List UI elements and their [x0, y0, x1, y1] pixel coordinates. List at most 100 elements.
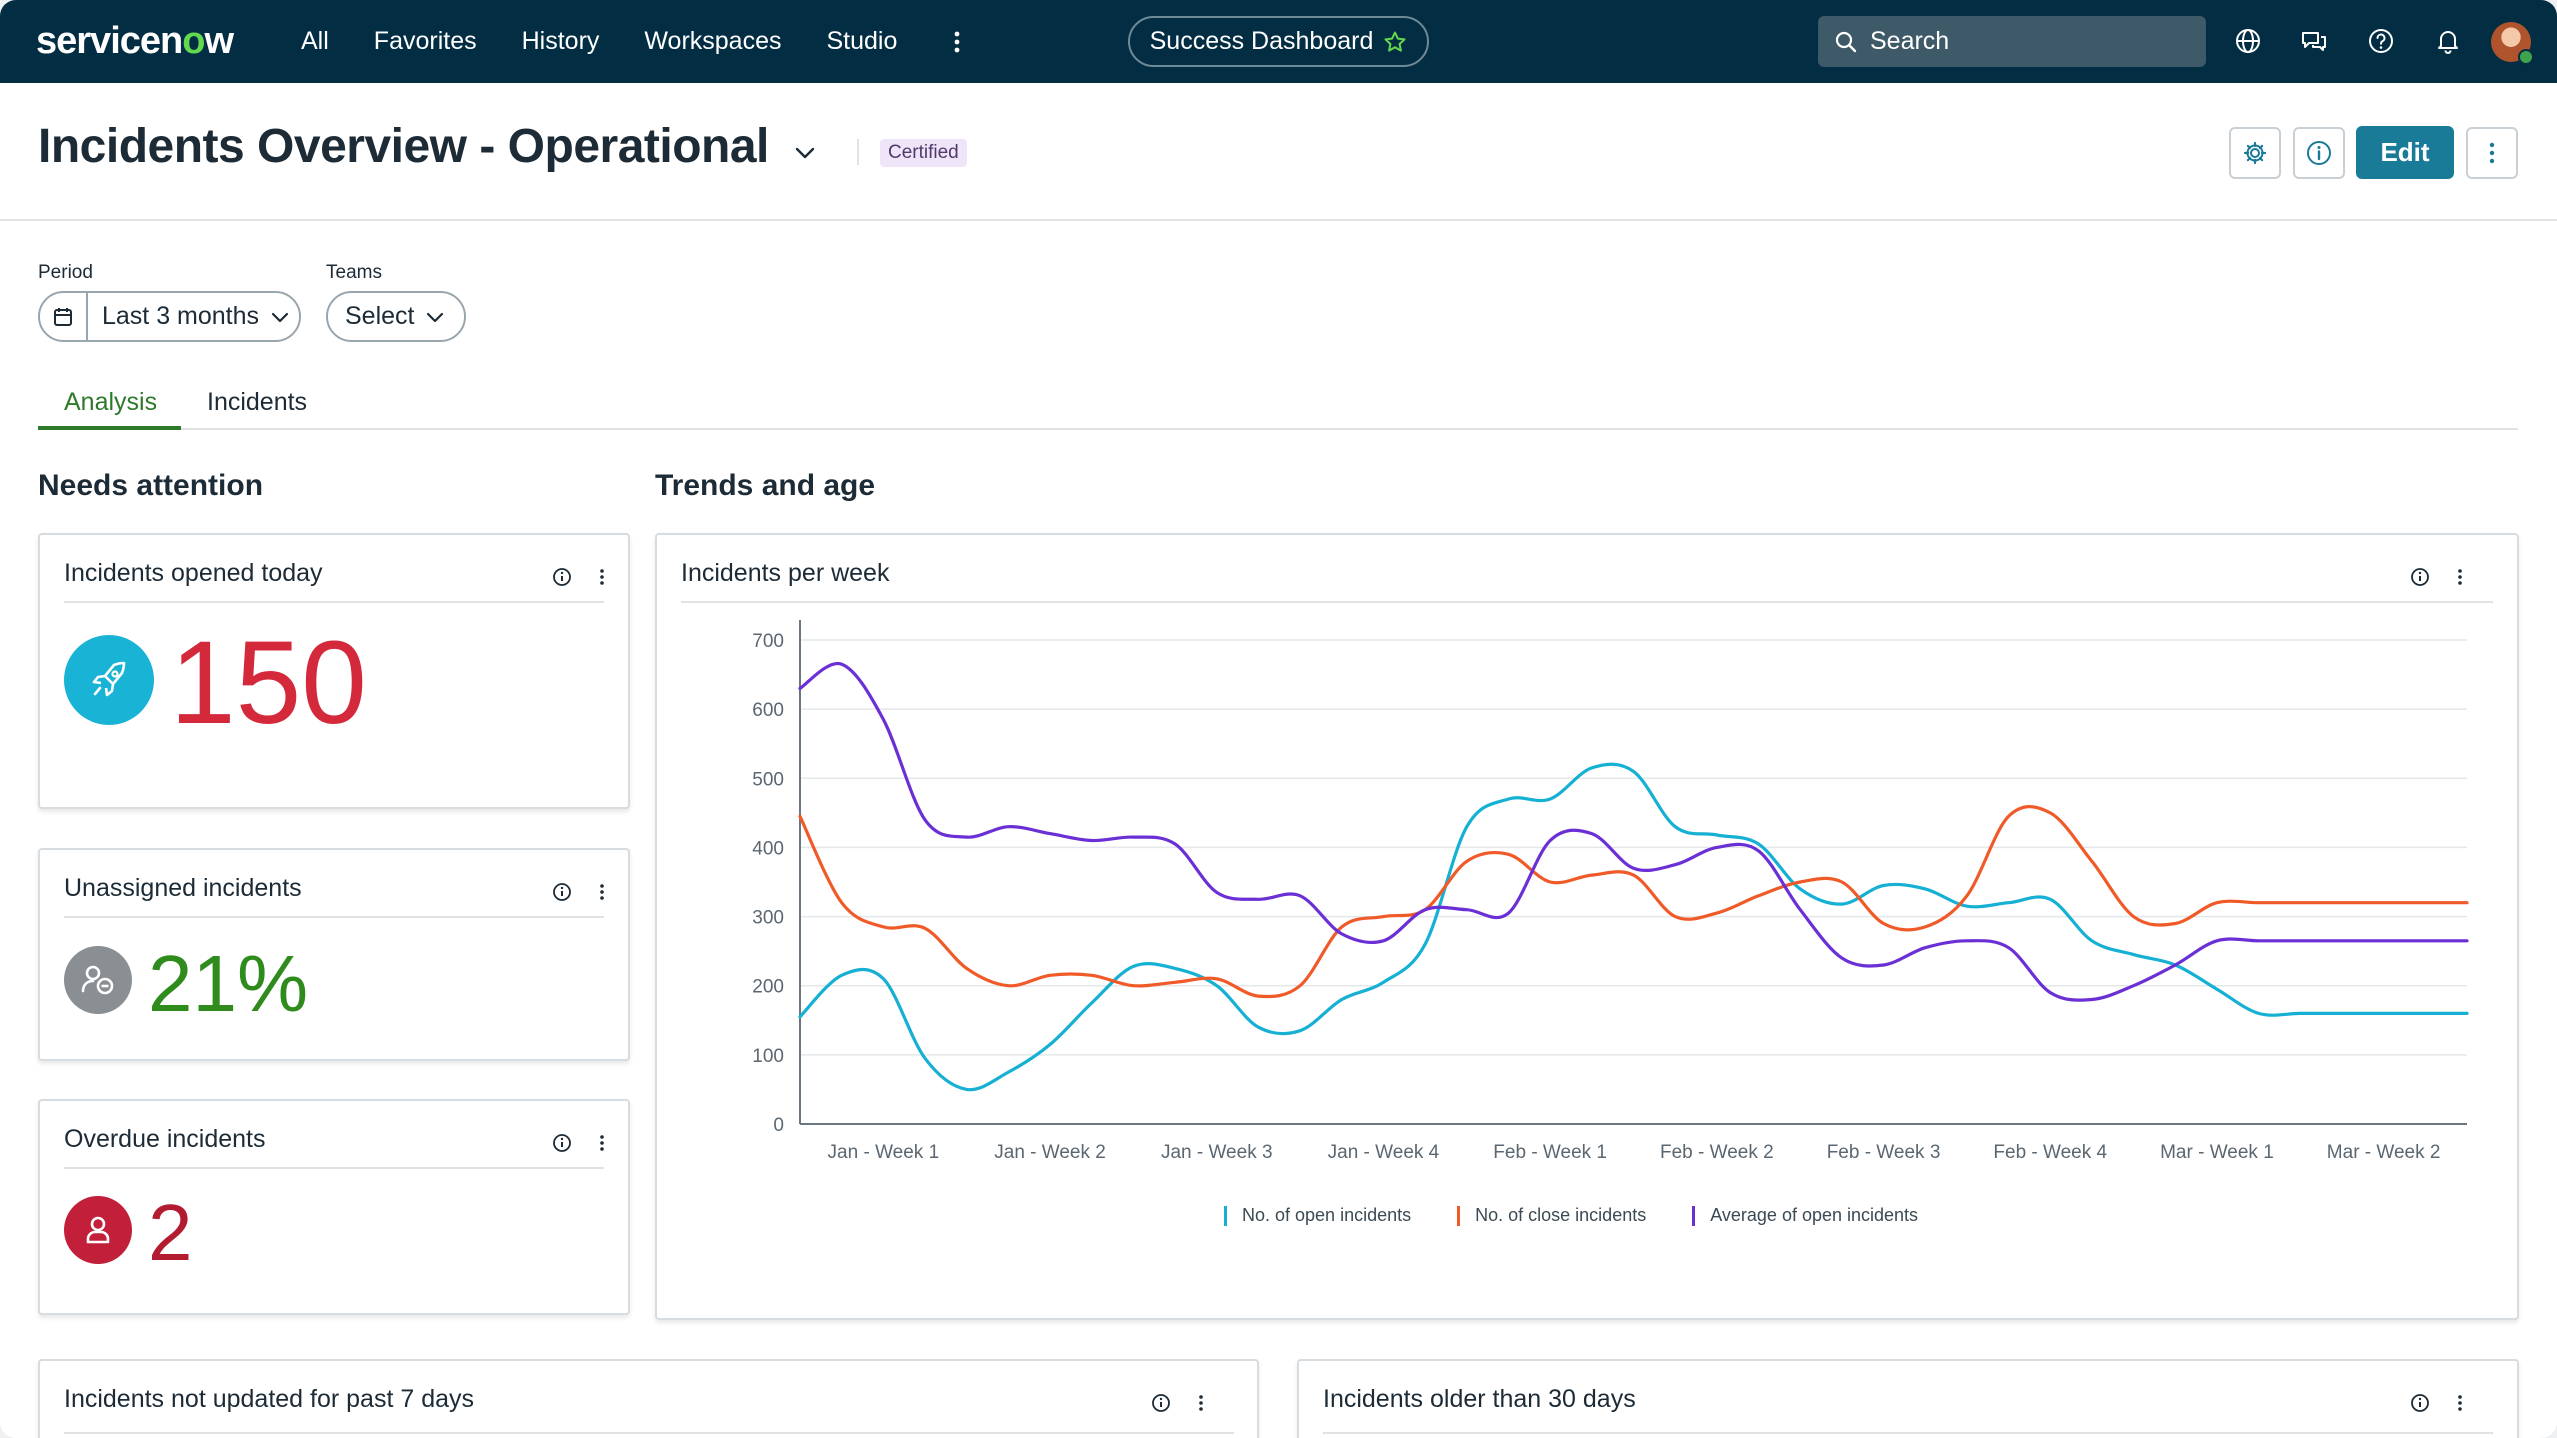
servicenow-logo[interactable]: servicenow [36, 20, 234, 62]
tab-bar: Analysis Incidents [38, 380, 2518, 430]
bell-icon[interactable] [2433, 26, 2463, 56]
more-vertical-icon[interactable] [600, 1135, 604, 1151]
top-navigation: servicenow All Favorites History Workspa… [0, 0, 2557, 83]
teams-label: Teams [326, 262, 382, 283]
workspace-pill-label: Success Dashboard [1149, 27, 1374, 55]
search-icon [1835, 31, 1857, 52]
card-divider [64, 601, 604, 603]
more-vertical-icon [2489, 142, 2495, 164]
more-vertical-icon[interactable] [2458, 1395, 2462, 1411]
card-divider [64, 1167, 604, 1169]
card-actions [2411, 568, 2462, 586]
tab-incidents[interactable]: Incidents [207, 388, 308, 416]
kpi-value: 21% [148, 939, 309, 1028]
avatar[interactable] [2491, 22, 2534, 65]
kpi-card-opened-today: Incidents opened today 150 [38, 533, 630, 809]
page-title: Incidents Overview - Operational [38, 120, 769, 173]
globe-icon[interactable] [2233, 26, 2263, 56]
search-input[interactable]: Search [1818, 16, 2206, 67]
user-icon [64, 1196, 132, 1264]
period-label: Period [38, 262, 93, 283]
nav-links: All Favorites History Workspaces Studio [301, 0, 942, 83]
card-older-than-30-days: Incidents older than 30 days [1297, 1359, 2519, 1438]
card-divider [64, 1432, 1234, 1434]
divider [857, 139, 859, 165]
legend-item-close[interactable]: No. of close incidents [1457, 1205, 1646, 1226]
teams-select[interactable]: Select [326, 291, 466, 342]
more-vertical-icon[interactable] [600, 884, 604, 900]
card-actions [553, 568, 604, 586]
help-icon[interactable] [2366, 26, 2396, 56]
legend-label: No. of close incidents [1475, 1205, 1647, 1225]
kpi-card-overdue: Overdue incidents 2 [38, 1099, 630, 1315]
edit-button[interactable]: Edit [2356, 126, 2454, 179]
card-divider [1323, 1432, 2493, 1434]
search-placeholder: Search [1870, 27, 1950, 55]
trends-heading: Trends and age [655, 469, 876, 502]
period-select[interactable]: Last 3 months [38, 291, 301, 342]
chart-title: Incidents per week [681, 559, 890, 587]
card-actions [1152, 1394, 1203, 1412]
info-icon[interactable] [553, 1134, 571, 1152]
certified-badge: Certified [880, 139, 967, 167]
legend-swatch [1692, 1205, 1696, 1226]
chart-card-incidents-per-week: Incidents per week [655, 533, 2519, 1320]
gear-icon [2243, 141, 2267, 165]
card-title: Overdue incidents [64, 1125, 266, 1153]
nav-link-history[interactable]: History [521, 27, 600, 55]
card-title: Unassigned incidents [64, 874, 302, 902]
legend-swatch [1224, 1205, 1227, 1226]
chevron-down-icon [427, 312, 444, 322]
tab-analysis[interactable]: Analysis [64, 388, 158, 416]
legend-swatch [1457, 1205, 1461, 1226]
card-divider [64, 916, 604, 918]
period-value: Last 3 months [102, 302, 260, 330]
page-header: Incidents Overview - Operational Certifi… [0, 83, 2557, 221]
online-status-dot [2518, 49, 2534, 65]
chat-icon[interactable] [2299, 26, 2329, 56]
more-vertical-icon[interactable] [600, 569, 604, 585]
chevron-down-icon[interactable] [792, 140, 818, 166]
workspace-pill[interactable]: Success Dashboard [1128, 16, 1429, 67]
nav-link-studio[interactable]: Studio [826, 27, 898, 55]
info-button[interactable] [2293, 127, 2345, 179]
more-options-button[interactable] [2466, 127, 2518, 179]
more-vertical-icon[interactable] [1199, 1395, 1203, 1411]
legend-item-open[interactable]: No. of open incidents [1224, 1205, 1411, 1226]
card-title: Incidents opened today [64, 559, 323, 587]
kpi-value: 150 [170, 617, 367, 749]
legend-item-average[interactable]: Average of open incidents [1692, 1205, 1918, 1226]
kpi-card-unassigned: Unassigned incidents 21% [38, 848, 630, 1061]
legend-label: Average of open incidents [1710, 1205, 1919, 1225]
chart-legend: No. of open incidents No. of close incid… [1224, 1205, 1964, 1226]
needs-attention-heading: Needs attention [38, 469, 264, 502]
active-tab-indicator [38, 426, 181, 430]
legend-label: No. of open incidents [1242, 1205, 1412, 1225]
more-vertical-icon[interactable] [950, 28, 964, 56]
calendar-button[interactable] [40, 293, 88, 340]
unassigned-user-icon [64, 946, 132, 1014]
info-icon[interactable] [553, 568, 571, 586]
card-actions [553, 1134, 604, 1152]
info-icon[interactable] [2411, 568, 2429, 586]
rocket-icon [64, 635, 154, 725]
more-vertical-icon[interactable] [2458, 569, 2462, 585]
info-icon[interactable] [2411, 1394, 2429, 1412]
calendar-icon [54, 307, 72, 326]
teams-value: Select [345, 302, 415, 330]
kpi-value: 2 [148, 1188, 193, 1277]
nav-link-favorites[interactable]: Favorites [373, 27, 477, 55]
nav-link-all[interactable]: All [301, 27, 329, 55]
card-actions [2411, 1394, 2462, 1412]
card-title: Incidents not updated for past 7 days [64, 1385, 474, 1413]
chevron-down-icon [271, 312, 289, 322]
info-icon[interactable] [553, 883, 571, 901]
nav-link-workspaces[interactable]: Workspaces [644, 27, 782, 55]
star-icon[interactable] [1383, 30, 1407, 54]
card-actions [553, 883, 604, 901]
settings-button[interactable] [2229, 127, 2281, 179]
info-icon[interactable] [1152, 1394, 1170, 1412]
card-title: Incidents older than 30 days [1323, 1385, 1636, 1413]
info-icon [2307, 141, 2331, 165]
